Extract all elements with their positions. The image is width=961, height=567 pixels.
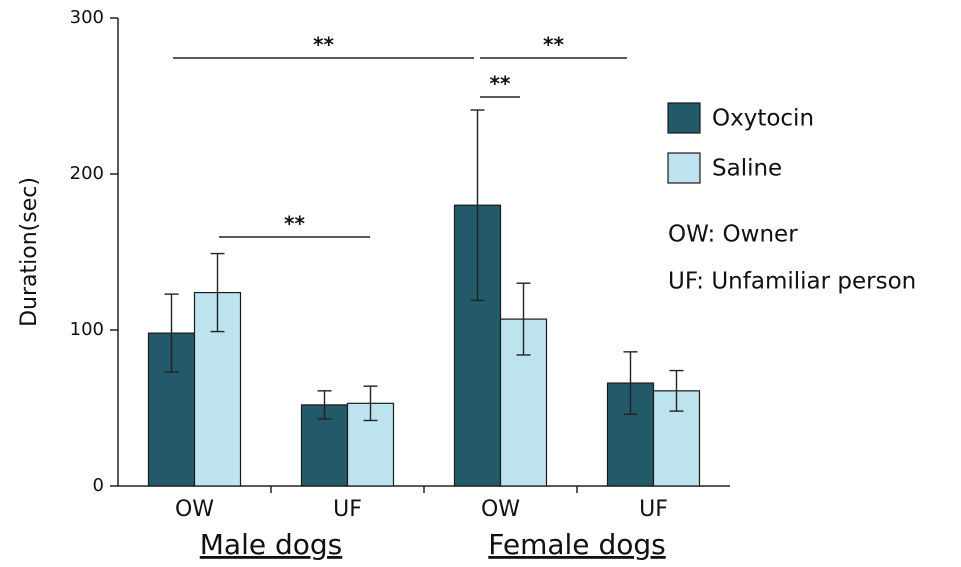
x-tick-label: OW <box>481 497 520 522</box>
significance-label: ** <box>284 212 305 236</box>
annotation: UF: Unfamiliar person <box>668 269 916 295</box>
y-tick-label: 200 <box>70 163 104 184</box>
legend-label: Saline <box>712 156 782 182</box>
y-tick-label: 0 <box>93 475 104 496</box>
legend-swatch <box>667 102 701 134</box>
x-tick-label: UF <box>333 497 362 522</box>
annotation: OW: Owner <box>668 222 798 248</box>
group-label: Male dogs <box>200 528 343 561</box>
group-label: Female dogs <box>488 528 665 561</box>
y-tick-label: 300 <box>70 7 104 28</box>
y-axis-label: Duration(sec) <box>17 177 42 327</box>
x-tick-label: UF <box>639 497 668 522</box>
x-tick-label: OW <box>175 497 214 522</box>
legend-label: Oxytocin <box>712 106 814 132</box>
significance-label: ** <box>543 33 564 57</box>
significance-label: ** <box>313 33 334 57</box>
y-tick-label: 100 <box>70 319 104 340</box>
legend-swatch <box>667 152 701 184</box>
significance-label: ** <box>490 72 511 96</box>
